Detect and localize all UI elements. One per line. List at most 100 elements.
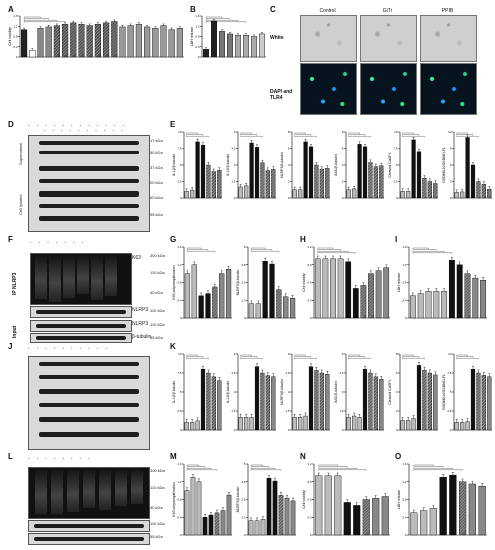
bar-hatch	[265, 381, 270, 386]
bar-hatch	[433, 191, 438, 196]
treatment-grid-d-2: - - + + + + + + + + + +	[28, 128, 126, 132]
bar-hatch	[206, 423, 211, 428]
bar-hatch	[422, 194, 427, 199]
treatment-grid-f: + + + + + + +	[30, 240, 87, 244]
bar	[357, 417, 362, 431]
bar-hatch	[212, 292, 218, 298]
bar-hatch	[276, 292, 282, 298]
bar	[200, 145, 206, 199]
bar-hatch	[278, 530, 284, 536]
bar-hatch	[481, 188, 486, 193]
y-tick-label: 1.2	[195, 24, 200, 28]
bar	[249, 142, 254, 199]
y-tick-label: 4.5	[285, 371, 290, 375]
bar-hatch	[214, 512, 220, 518]
bar-hatch	[481, 414, 486, 419]
row-label-f-tubulin: β-tubulin	[132, 334, 152, 340]
bar-hatch	[271, 194, 276, 199]
y-tick-label: 1.5	[339, 409, 344, 413]
y-tick-label: 2	[396, 409, 398, 413]
bar-hatch	[314, 387, 319, 392]
chart-e3: 0 2 4 6 8 NLRP3/β-tubulin	[280, 130, 330, 200]
bar-hatch	[206, 414, 211, 419]
bar	[409, 295, 416, 319]
bar-hatch	[319, 423, 324, 428]
bar	[196, 481, 202, 536]
bar-hatch	[103, 24, 110, 31]
bar-hatch	[368, 279, 374, 286]
bar-hatch	[368, 306, 374, 313]
bar-hatch	[278, 506, 284, 512]
bar	[272, 480, 278, 536]
bar	[160, 25, 167, 58]
significance-bracket	[318, 469, 367, 471]
bar-hatch	[212, 295, 218, 301]
bar	[448, 260, 455, 319]
bar	[298, 417, 303, 431]
y-tick-label: 0	[234, 428, 236, 432]
bar-hatch	[360, 297, 367, 304]
bar-hatch	[78, 30, 85, 37]
bar-hatch	[265, 375, 270, 380]
bar-hatch	[111, 36, 118, 43]
bar-hatch	[265, 402, 270, 407]
significance-bracket	[23, 18, 49, 20]
bar-hatch	[427, 408, 432, 413]
bar-hatch	[265, 405, 270, 410]
bar-hatch	[78, 36, 85, 43]
panel-letter-f: F	[8, 235, 13, 244]
bar-hatch	[368, 194, 373, 199]
bar-hatch	[368, 161, 373, 166]
bar-hatch	[314, 167, 319, 172]
chart-e6: 0 3 6 9 12 GSDMD-N/GSDMD-FL	[442, 130, 492, 200]
bar-hatch	[211, 381, 216, 386]
y-tick-label: 7.5	[447, 371, 452, 375]
bar-hatch	[276, 307, 282, 313]
bar-hatch	[373, 423, 378, 428]
bar-hatch	[276, 295, 282, 301]
y-tick-label: 0	[396, 428, 398, 432]
bar-hatch	[368, 390, 373, 395]
bar-hatch	[314, 402, 319, 407]
bar-hatch	[319, 384, 324, 389]
bar-hatch	[464, 303, 471, 310]
y-tick-label: 1.2	[402, 480, 407, 484]
micro-image-control-white	[300, 15, 357, 62]
bar	[352, 288, 359, 319]
bar-hatch	[62, 33, 69, 40]
bar-hatch	[373, 188, 378, 193]
significance-bracket	[23, 21, 66, 23]
y-tick-label: 5	[244, 462, 246, 466]
western-blot-j	[28, 356, 150, 450]
micro-row-white: White	[270, 35, 284, 41]
bar-hatch	[94, 42, 101, 49]
mw-label-d-5: 60 kDa	[150, 195, 163, 200]
bar-hatch	[70, 39, 77, 46]
bar-hatch	[464, 312, 471, 319]
bar-hatch	[217, 188, 222, 193]
y-tick-label: 3	[342, 390, 344, 394]
bar-hatch	[260, 420, 265, 425]
bar-hatch	[211, 387, 216, 392]
bar	[325, 168, 330, 199]
bar-hatch	[271, 176, 276, 181]
bar-hatch	[265, 188, 270, 193]
bar-hatch	[314, 384, 319, 389]
significance-bracket	[456, 354, 468, 356]
bar-hatch	[211, 188, 216, 193]
bar-hatch	[325, 182, 330, 187]
bar-hatch	[481, 194, 486, 199]
bar-hatch	[422, 399, 427, 404]
micro-col-ppib: PPIB	[441, 8, 454, 14]
bar-hatch	[368, 291, 374, 298]
bar-hatch	[62, 48, 69, 55]
bar-hatch	[314, 164, 319, 169]
western-blot-l-ip	[28, 467, 150, 519]
bar-hatch	[362, 507, 370, 515]
bar-hatch	[459, 522, 467, 530]
bar-hatch	[325, 194, 330, 199]
bar-hatch	[206, 381, 211, 386]
bar-hatch	[212, 304, 218, 310]
significance-bracket	[240, 354, 252, 356]
significance-bracket	[186, 356, 204, 358]
